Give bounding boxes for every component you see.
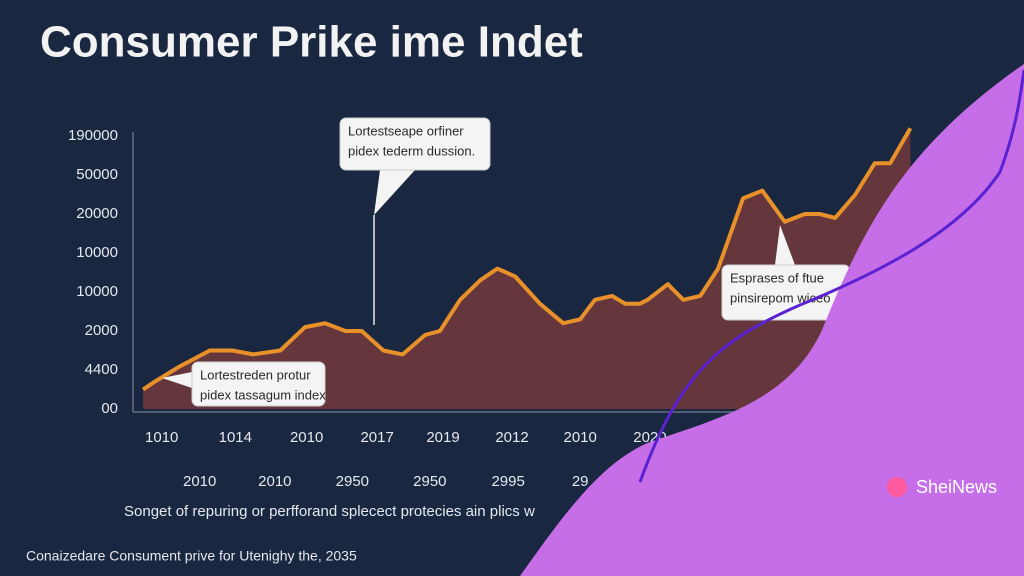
callout-text: Lortestseape orfiner [348, 123, 464, 138]
x-tick-label-secondary: 29 [572, 473, 589, 490]
callout-pointer [374, 170, 415, 215]
x-tick-label: 2012 [495, 429, 528, 446]
decorative-wave [520, 64, 1024, 576]
callout-text: pidex tederm dussion. [348, 143, 475, 158]
x-tick-label-secondary: 2950 [413, 473, 446, 490]
callout-pointer [162, 372, 192, 388]
area-fill [143, 128, 911, 409]
y-tick-label: 10000 [76, 283, 118, 300]
decorative-line [638, 69, 1024, 483]
callout-box [191, 361, 326, 407]
y-tick-label: 2000 [85, 322, 118, 339]
caption: Songet of repuring or perfforand splecec… [124, 503, 535, 520]
x-tick-label-secondary: 2995 [491, 473, 524, 490]
y-tick-label: 00 [101, 400, 118, 417]
y-tick-label: 4400 [85, 361, 118, 378]
callout-box [339, 117, 491, 171]
y-tick-label: 20000 [76, 205, 118, 222]
callout-text: Esprases of ftue [730, 270, 824, 285]
x-tick-label: 2019 [426, 429, 459, 446]
x-tick-label: 2017 [360, 429, 393, 446]
x-tick-label: 2010 [564, 429, 597, 446]
callout-text: pidex tassagum index [200, 387, 326, 402]
callout: Lortestseape orfiner pidex tederm dussion… [339, 117, 491, 325]
x-tick-label: 2010 [290, 429, 323, 446]
footer: Conaizedare Consument prive for Utenighy… [26, 548, 357, 564]
y-tick-label: 10000 [76, 244, 118, 261]
callout-pointer [775, 225, 795, 265]
y-tick-label: 50000 [76, 166, 118, 183]
brand-name: SheiNews [916, 477, 997, 497]
data-line [141, 127, 913, 392]
callout: Lortestreden protur pidex tassagum index [162, 361, 326, 407]
x-tick-label-secondary: 2010 [183, 473, 216, 490]
callout-text: Lortestreden protur [200, 367, 311, 382]
x-tick-label: 1014 [219, 429, 252, 446]
y-tick-label: 190000 [68, 127, 118, 144]
x-tick-label-secondary: 2950 [336, 473, 369, 490]
plot-area: 00 4400 2000 10000 10000 20000 50000 190000 1010… [68, 127, 913, 490]
chart-title: Consumer Prike ime Indet [40, 18, 583, 67]
x-tick-label-secondary: 2010 [258, 473, 291, 490]
x-tick-label: 1010 [145, 429, 178, 446]
brand-logo [887, 477, 907, 497]
